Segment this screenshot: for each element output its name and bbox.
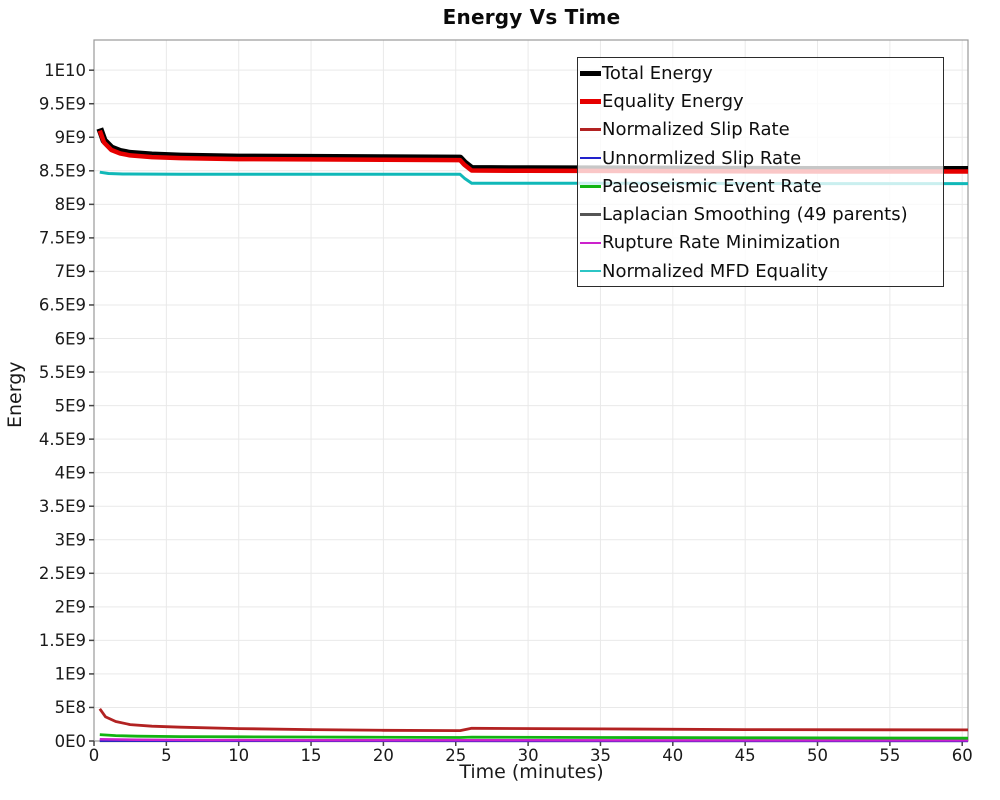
legend-item: Normalized MFD Equality: [580, 257, 943, 285]
series-line-normalized-slip-rate: [98, 707, 969, 732]
legend-item-label: Paleoseismic Event Rate: [602, 175, 822, 197]
paleoseismic-event-rate-swatch: [580, 185, 601, 188]
y-tick-label: 3E9: [55, 531, 86, 550]
y-tick-label: 2.5E9: [39, 564, 86, 583]
legend-item-label: Rupture Rate Minimization: [602, 232, 841, 254]
series-line-paleoseismic-event-rate: [99, 733, 969, 740]
y-tick-label: 4E9: [55, 463, 86, 482]
rupture-rate-minimization-swatch: [580, 241, 601, 245]
legend-item: Total Energy: [580, 59, 943, 87]
x-tick-label: 40: [662, 746, 683, 765]
legend-item: Paleoseismic Event Rate: [580, 172, 943, 200]
y-tick-label: 7E9: [55, 262, 86, 281]
y-tick-label: 6.5E9: [39, 296, 86, 315]
y-tick-label: 2E9: [55, 598, 86, 617]
y-axis-title: Energy: [4, 361, 26, 429]
laplacian-smoothing-49-parents--swatch: [580, 213, 601, 216]
x-tick-label: 55: [879, 746, 900, 765]
equality-energy-swatch: [580, 98, 601, 104]
legend: Total Energy Equality Energy Normalized Sl…: [577, 57, 944, 287]
y-tick-label: 5.5E9: [39, 363, 86, 382]
y-tick-label: 1E9: [55, 665, 86, 684]
x-axis-title: Time (minutes): [459, 761, 604, 783]
legend-item: Normalized Slip Rate: [580, 116, 943, 144]
x-tick-label: 50: [807, 746, 828, 765]
y-tick-label: 8E9: [55, 195, 86, 214]
legend-item: Rupture Rate Minimization: [580, 229, 943, 257]
x-tick-label: 35: [590, 746, 611, 765]
legend-item-label: Normalized Slip Rate: [602, 119, 790, 141]
y-tick-label: 7.5E9: [39, 229, 86, 248]
unnormlized-slip-rate-swatch: [580, 156, 601, 160]
x-tick-label: 10: [228, 746, 249, 765]
y-tick-label: 4.5E9: [39, 430, 86, 449]
legend-item-label: Total Energy: [602, 62, 713, 84]
legend-item-label: Laplacian Smoothing (49 parents): [602, 204, 908, 226]
normalized-slip-rate-swatch: [580, 128, 601, 131]
x-tick-label: 15: [301, 746, 322, 765]
legend-item-label: Unnormlized Slip Rate: [602, 147, 802, 169]
y-tick-label: 9E9: [55, 128, 86, 147]
series-line-equality-energy: [97, 129, 968, 174]
y-tick-label: 9.5E9: [39, 95, 86, 114]
legend-item-label: Normalized MFD Equality: [602, 260, 829, 282]
y-tick-label: 0E0: [55, 732, 86, 751]
x-tick-label: 30: [518, 746, 539, 765]
x-tick-label: 60: [952, 746, 973, 765]
series-line-rupture-rate-minimization: [99, 738, 969, 742]
chart-title: Energy Vs Time: [442, 5, 621, 29]
y-tick-label: 1E10: [44, 61, 86, 80]
normalized-mfd-equality-swatch: [580, 269, 601, 273]
y-tick-label: 1.5E9: [39, 631, 86, 650]
total-energy-swatch: [580, 70, 601, 76]
x-tick-label: 20: [373, 746, 394, 765]
legend-item-label: Equality Energy: [602, 90, 744, 112]
y-tick-label: 5E8: [55, 698, 86, 717]
legend-item: Laplacian Smoothing (49 parents): [580, 200, 943, 228]
legend-item: Equality Energy: [580, 87, 943, 115]
y-tick-label: 8.5E9: [39, 162, 86, 181]
y-tick-label: 6E9: [55, 329, 86, 348]
x-tick-label: 0: [89, 746, 100, 765]
x-tick-label: 25: [445, 746, 466, 765]
x-tick-label: 45: [735, 746, 756, 765]
y-tick-label: 5E9: [55, 396, 86, 415]
x-tick-label: 5: [161, 746, 172, 765]
y-tick-label: 3.5E9: [39, 497, 86, 516]
legend-item: Unnormlized Slip Rate: [580, 144, 943, 172]
